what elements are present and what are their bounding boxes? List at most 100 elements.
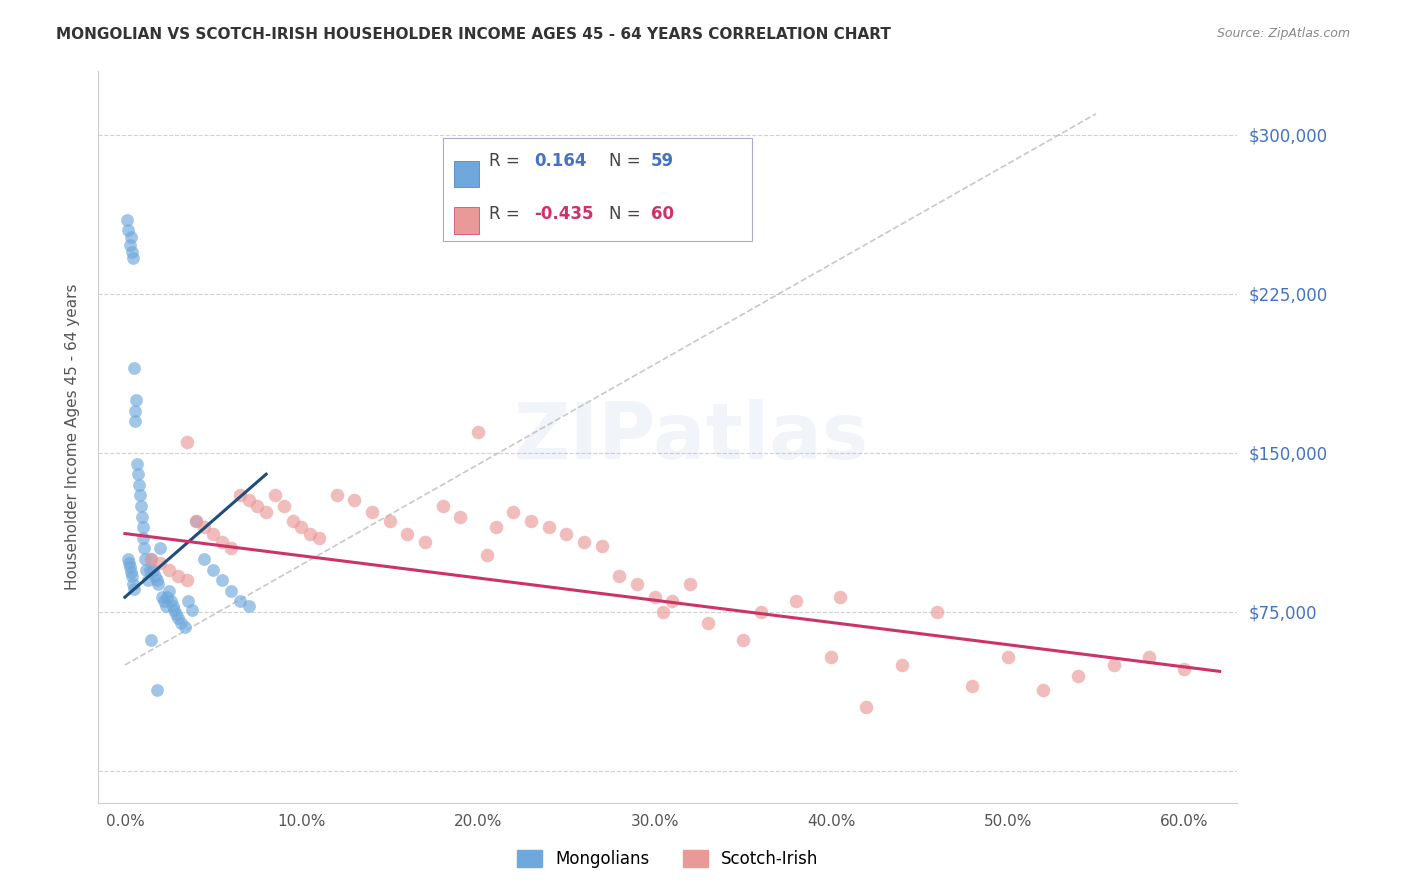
Point	[652, 605, 675, 619]
Point	[132, 531, 155, 545]
Point	[176, 435, 198, 450]
Point	[124, 414, 146, 428]
Point	[572, 535, 595, 549]
Point	[157, 563, 180, 577]
Point	[855, 700, 877, 714]
Point	[121, 244, 143, 259]
Point	[238, 599, 260, 613]
Point	[1173, 662, 1195, 676]
Point	[125, 392, 148, 407]
Point	[228, 488, 250, 502]
Point	[170, 615, 193, 630]
Point	[162, 599, 184, 613]
Point	[142, 563, 165, 577]
Point	[828, 590, 851, 604]
Text: N =: N =	[609, 152, 645, 169]
Point	[134, 552, 156, 566]
Point	[135, 563, 157, 577]
Point	[141, 552, 163, 566]
Point	[181, 603, 204, 617]
Point	[962, 679, 984, 693]
Point	[520, 514, 543, 528]
Point	[122, 582, 145, 596]
Point	[152, 594, 174, 608]
Point	[165, 607, 187, 621]
Point	[1067, 668, 1090, 682]
Point	[176, 573, 198, 587]
Point	[131, 520, 153, 534]
Point	[679, 577, 702, 591]
Point	[997, 649, 1019, 664]
Text: 60: 60	[651, 205, 673, 223]
Point	[290, 520, 312, 534]
Point	[785, 594, 807, 608]
Point	[117, 552, 139, 566]
Text: R =: R =	[489, 205, 526, 223]
Point	[219, 541, 242, 556]
Point	[254, 505, 277, 519]
Point	[156, 590, 179, 604]
Text: ZIPatlas: ZIPatlas	[513, 399, 868, 475]
Point	[555, 526, 578, 541]
Point	[143, 569, 166, 583]
Point	[264, 488, 287, 502]
Point	[449, 509, 471, 524]
Point	[157, 583, 180, 598]
Point	[129, 499, 152, 513]
Point	[163, 603, 186, 617]
Text: Source: ZipAtlas.com: Source: ZipAtlas.com	[1216, 27, 1350, 40]
Point	[475, 548, 498, 562]
Text: 0.164: 0.164	[534, 152, 586, 169]
Point	[299, 526, 322, 541]
Point	[696, 615, 718, 630]
Point	[167, 611, 190, 625]
Point	[121, 577, 143, 591]
Point	[159, 594, 181, 608]
Y-axis label: Householder Income Ages 45 - 64 years: Householder Income Ages 45 - 64 years	[65, 284, 80, 591]
Point	[281, 514, 304, 528]
Point	[749, 605, 772, 619]
Point	[120, 238, 142, 252]
Point	[591, 539, 613, 553]
Point	[246, 499, 269, 513]
Point	[155, 599, 177, 613]
Point	[149, 556, 172, 570]
Text: MONGOLIAN VS SCOTCH-IRISH HOUSEHOLDER INCOME AGES 45 - 64 YEARS CORRELATION CHAR: MONGOLIAN VS SCOTCH-IRISH HOUSEHOLDER IN…	[56, 27, 891, 42]
Point	[607, 569, 630, 583]
Point	[134, 541, 156, 556]
Point	[177, 594, 200, 608]
Point	[361, 505, 384, 519]
Point	[238, 492, 260, 507]
Point	[121, 569, 143, 583]
Point	[120, 229, 142, 244]
Point	[343, 492, 366, 507]
Text: R =: R =	[489, 152, 526, 169]
Point	[141, 552, 163, 566]
Point	[485, 520, 508, 534]
Point	[115, 212, 138, 227]
Point	[149, 541, 172, 556]
Point	[127, 467, 149, 482]
Point	[273, 499, 295, 513]
Point	[121, 251, 143, 265]
Point	[120, 565, 142, 579]
Point	[211, 535, 233, 549]
Legend: Mongolians, Scotch-Irish: Mongolians, Scotch-Irish	[510, 844, 825, 875]
Point	[202, 563, 225, 577]
Point	[136, 573, 159, 587]
Point	[128, 477, 150, 491]
Point	[396, 526, 419, 541]
Point	[117, 223, 139, 237]
Point	[731, 632, 754, 647]
Point	[145, 683, 167, 698]
Point	[467, 425, 489, 439]
Point	[502, 505, 524, 519]
Point	[141, 632, 163, 647]
Point	[145, 573, 167, 587]
Text: -0.435: -0.435	[534, 205, 593, 223]
Point	[193, 520, 215, 534]
Point	[193, 552, 215, 566]
Point	[1102, 658, 1125, 673]
Point	[326, 488, 349, 502]
Point	[184, 514, 207, 528]
